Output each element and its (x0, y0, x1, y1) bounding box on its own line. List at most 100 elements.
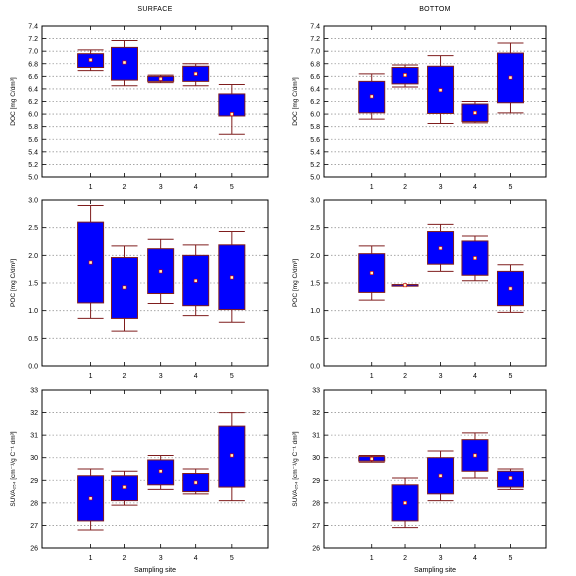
y-tick-label: 6.2 (28, 99, 38, 106)
box-site-5 (496, 264, 524, 313)
y-tick-label: 7.0 (28, 49, 38, 56)
y-tick-label: 6.4 (310, 86, 320, 93)
y-tick-label: 3.0 (28, 198, 38, 205)
y-tick-label: 29 (312, 478, 320, 485)
x-tick-label: 4 (194, 184, 198, 191)
box-site-2 (110, 39, 138, 87)
box-site-5 (496, 468, 524, 490)
y-tick-label: 31 (312, 433, 320, 440)
x-tick-label: 1 (370, 184, 374, 191)
x-tick-label: 4 (473, 555, 477, 562)
median-marker (158, 76, 163, 81)
x-tick-label: 5 (509, 184, 513, 191)
y-tick-label: 5.4 (28, 149, 38, 156)
x-tick-label: 2 (403, 184, 407, 191)
median-marker (438, 88, 443, 93)
y-tick-label: 0.5 (28, 336, 38, 343)
median-marker (229, 453, 234, 458)
chart-panel-2: 5.0 5.2 5.4 5.6 5.8 6.0 6.2 6.4 6.6 6.8 7.0 7.2 7.4 1… (292, 6, 547, 191)
x-tick-label: 4 (473, 184, 477, 191)
box-site-3 (427, 55, 455, 125)
x-tick-label: 2 (123, 555, 127, 562)
x-tick-label: 3 (439, 373, 443, 380)
median-marker (229, 112, 234, 116)
x-tick-label: 1 (89, 184, 93, 191)
median-marker (122, 60, 127, 65)
x-axis-label: Sampling site (414, 567, 456, 574)
chart-panel-1: 5.0 5.2 5.4 5.6 5.8 6.0 6.2 6.4 6.6 6.8 7.0 7.2 7.4 1… (10, 6, 269, 191)
y-tick-label: 28 (30, 500, 38, 507)
y-tick-label: 5.0 (28, 175, 38, 182)
median-marker (158, 269, 163, 274)
median-marker (508, 286, 513, 291)
y-tick-label: 5.0 (310, 175, 320, 182)
box-site-1 (358, 454, 386, 463)
y-tick-label: 0.0 (28, 364, 38, 371)
box-site-1 (77, 468, 105, 531)
y-tick-label: 31 (30, 433, 38, 440)
box-site-3 (147, 74, 175, 84)
x-tick-label: 4 (194, 555, 198, 562)
y-tick-label: 26 (312, 546, 320, 553)
y-tick-label: 0.0 (310, 364, 320, 371)
median-marker (122, 285, 127, 290)
median-marker (369, 456, 374, 461)
y-axis-label: DOC [mg C/dm³] (10, 77, 17, 126)
y-axis-label: DOC [mg C/dm³] (292, 77, 299, 126)
box-site-1 (358, 73, 386, 120)
y-tick-label: 6.8 (28, 61, 38, 68)
x-tick-label: 4 (473, 373, 477, 380)
median-marker (193, 480, 198, 485)
y-axis-label: POC [mg C/dm³] (292, 259, 299, 307)
y-tick-label: 5.2 (310, 162, 320, 169)
chart-panel-3: 0.0 0.5 1.0 1.5 2.0 2.5 3.0 1 2 3 4 5 POC [mg C/dm³] (10, 198, 269, 380)
y-tick-label: 30 (30, 455, 38, 462)
median-marker (369, 94, 374, 99)
y-tick-label: 33 (312, 388, 320, 395)
box-site-5 (218, 84, 246, 135)
box-site-3 (427, 450, 455, 502)
y-tick-label: 1.5 (310, 281, 320, 288)
iqr-box (427, 65, 455, 114)
x-tick-label: 5 (230, 184, 234, 191)
median-marker (229, 275, 234, 280)
y-tick-label: 27 (30, 523, 38, 530)
y-tick-label: 6.8 (310, 61, 320, 68)
y-tick-label: 28 (312, 500, 320, 507)
box-site-1 (358, 245, 386, 301)
box-site-2 (391, 64, 419, 88)
x-tick-label: 5 (509, 373, 513, 380)
median-marker (193, 278, 198, 283)
box-site-1 (77, 205, 105, 319)
box-site-2 (391, 283, 419, 288)
y-tick-label: 30 (312, 455, 320, 462)
y-tick-label: 6.0 (28, 112, 38, 119)
y-tick-label: 29 (30, 478, 38, 485)
box-site-5 (218, 231, 246, 323)
x-axis-label: Sampling site (134, 567, 176, 574)
y-tick-label: 5.8 (310, 124, 320, 131)
y-axis-label: POC [mg C/dm³] (10, 259, 17, 307)
median-marker (508, 476, 513, 480)
x-tick-label: 3 (439, 555, 443, 562)
median-marker (473, 256, 477, 261)
y-tick-label: 7.0 (310, 49, 320, 56)
y-tick-label: 2.0 (310, 253, 320, 260)
y-tick-label: 2.5 (28, 225, 38, 232)
x-tick-label: 2 (403, 373, 407, 380)
x-tick-label: 5 (230, 373, 234, 380)
y-tick-label: 32 (312, 410, 320, 417)
x-tick-label: 1 (89, 555, 93, 562)
y-tick-label: 7.4 (28, 24, 38, 31)
box-site-3 (147, 454, 175, 490)
y-tick-label: 1.0 (310, 308, 320, 315)
y-tick-label: 2.5 (310, 225, 320, 232)
median-marker (473, 453, 477, 458)
median-marker (88, 496, 93, 501)
chart-panel-5: 26 27 28 29 30 31 32 33 1 2 3 4 5 SUVA₂₅₄ [cm⁻¹/g C⁻¹… (10, 388, 269, 574)
y-tick-label: 5.8 (28, 124, 38, 131)
x-tick-label: 3 (159, 184, 163, 191)
median-marker (122, 485, 127, 489)
y-tick-label: 5.4 (310, 149, 320, 156)
